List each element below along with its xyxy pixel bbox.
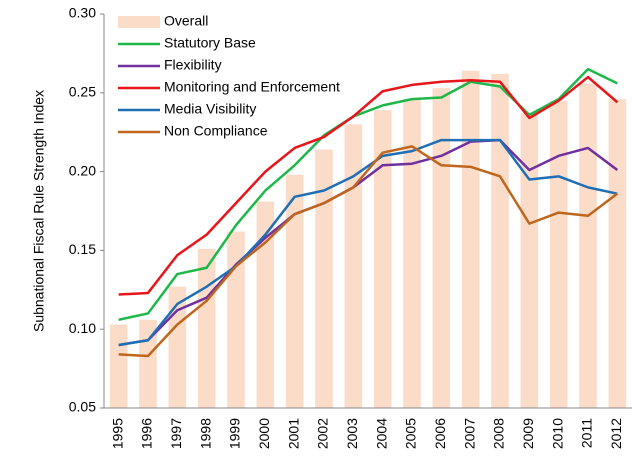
x-tick-label: 2002 — [315, 418, 331, 449]
x-tick-label: 1998 — [197, 418, 213, 449]
legend-label: Flexibility — [164, 57, 222, 73]
x-tick-label: 2009 — [520, 418, 536, 449]
x-tick-label: 2008 — [491, 418, 507, 449]
y-tick-label: 0.25 — [69, 84, 96, 100]
x-tick-label: 2010 — [549, 418, 565, 449]
bar — [168, 286, 187, 408]
x-tick-label: 2004 — [373, 418, 389, 449]
bar — [491, 73, 509, 408]
y-tick-label: 0.15 — [69, 241, 96, 257]
line-series — [118, 138, 619, 347]
legend-label: Overall — [164, 13, 208, 29]
bar — [285, 174, 304, 408]
legend-label: Monitoring and Enforcement — [164, 79, 340, 95]
bar — [227, 231, 245, 408]
bar — [256, 201, 275, 408]
x-tick-label: 2006 — [432, 418, 448, 449]
bar — [373, 110, 392, 409]
bar — [549, 100, 568, 409]
y-tick-label: 0.10 — [69, 320, 96, 336]
y-tick-label: 0.05 — [69, 399, 96, 415]
line-series — [118, 75, 619, 296]
x-tick-label: 2012 — [608, 418, 624, 449]
x-tick-label: 2000 — [256, 418, 272, 449]
line-series — [118, 145, 619, 358]
bar — [403, 99, 421, 408]
x-tick-label: 1995 — [109, 418, 125, 449]
line-series — [118, 67, 618, 321]
bar — [461, 70, 480, 409]
bar — [432, 88, 451, 409]
bar — [344, 124, 363, 408]
bar — [520, 113, 539, 409]
y-axis-label: Subnational Fiscal Rule Strength Index — [31, 90, 47, 332]
x-tick-label: 1999 — [227, 418, 243, 449]
legend-swatch — [118, 16, 160, 28]
bar — [315, 149, 333, 408]
x-tick-label: 1996 — [139, 418, 155, 449]
legend-label: Media Visibility — [164, 101, 256, 117]
legend-label: Non Compliance — [164, 123, 268, 139]
x-tick-label: 2001 — [285, 418, 301, 449]
bar — [197, 248, 216, 408]
bar — [608, 99, 627, 408]
x-tick-label: 2003 — [344, 418, 360, 449]
bar — [579, 83, 597, 409]
x-tick-label: 2011 — [579, 418, 595, 448]
legend-label: Statutory Base — [164, 35, 256, 51]
x-tick-label: 2007 — [461, 418, 477, 449]
y-tick-label: 0.30 — [69, 5, 96, 21]
line-series — [118, 138, 618, 347]
x-tick-label: 1997 — [168, 418, 184, 449]
y-tick-label: 0.20 — [69, 162, 96, 178]
x-tick-label: 2005 — [403, 418, 419, 449]
bar — [109, 324, 128, 408]
